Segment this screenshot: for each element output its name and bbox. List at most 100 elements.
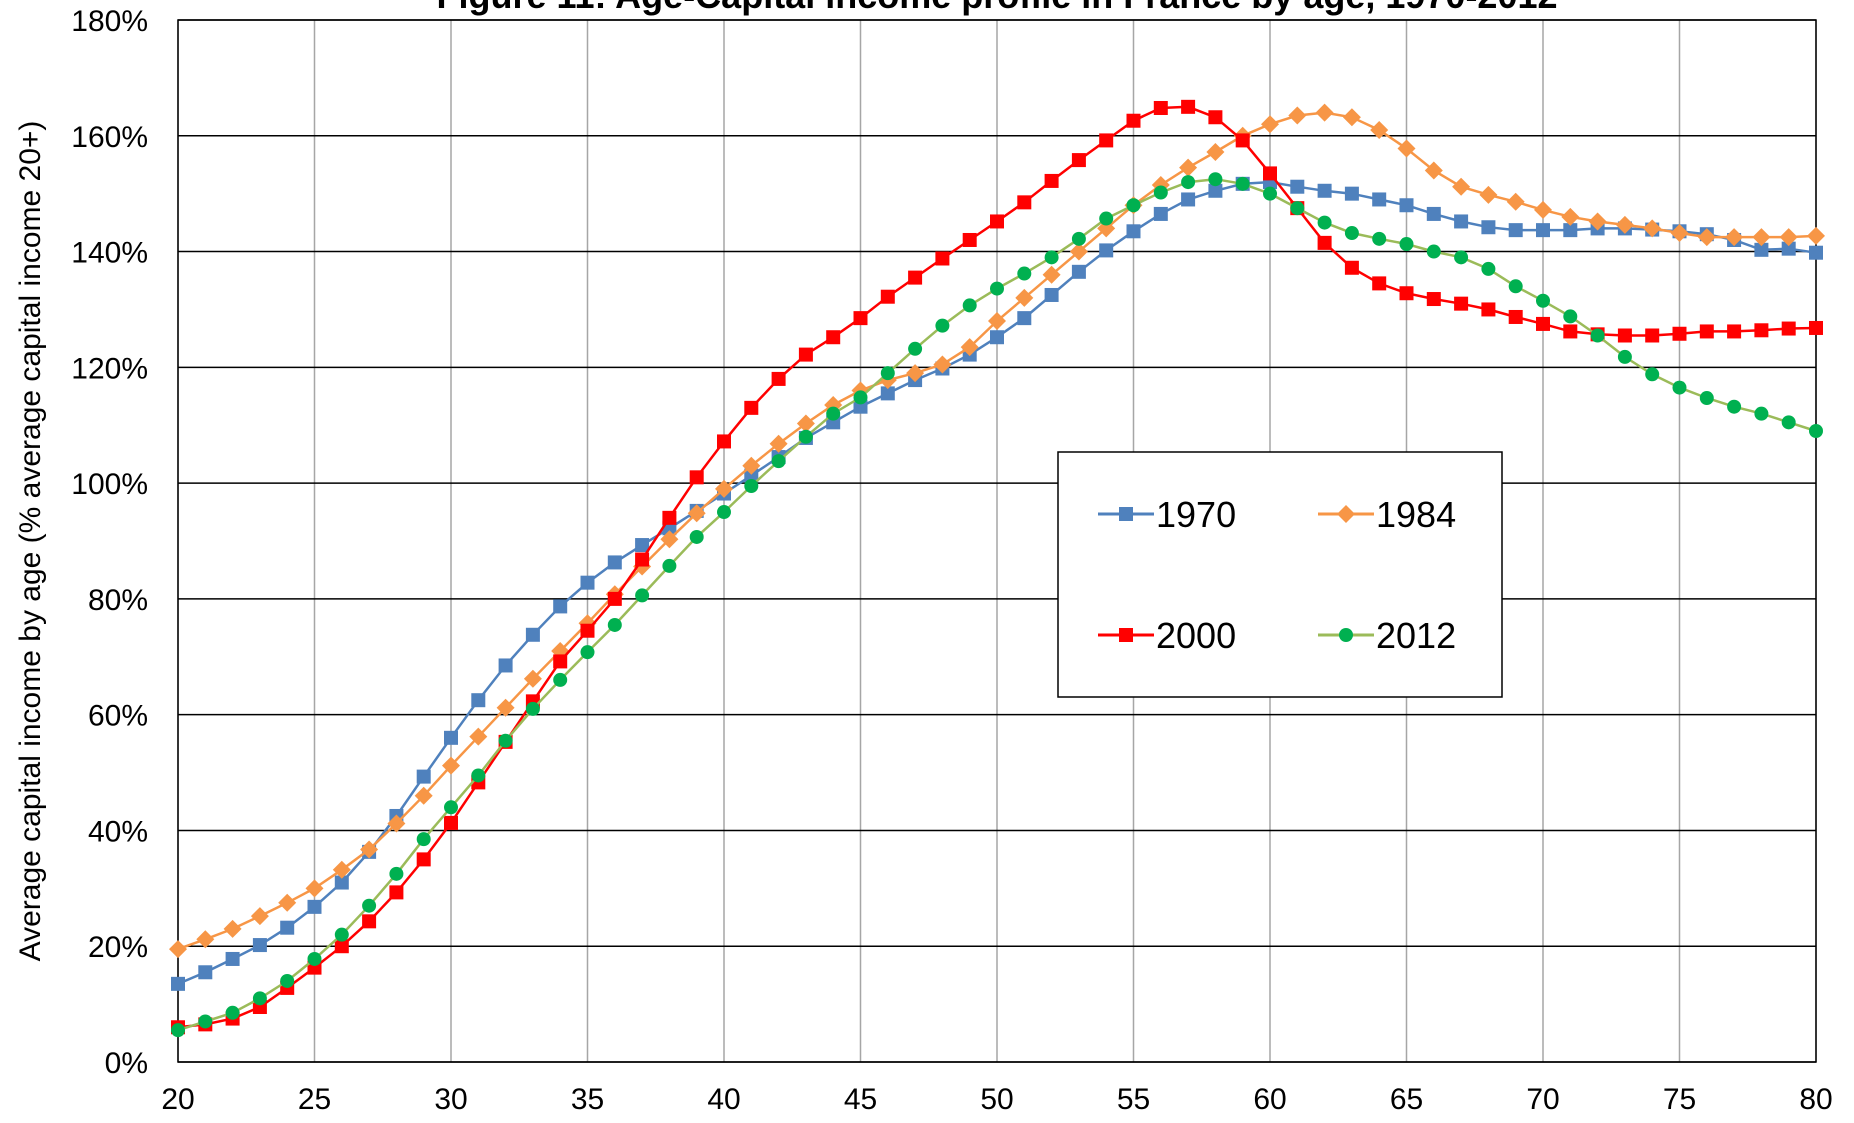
data-point-1984-57 bbox=[1179, 158, 1198, 177]
legend-marker-2012 bbox=[1339, 628, 1353, 642]
data-point-2000-74 bbox=[1645, 328, 1660, 343]
data-point-1984-20 bbox=[169, 940, 187, 959]
data-point-1984-47 bbox=[906, 364, 925, 383]
data-point-2012-56 bbox=[1153, 185, 1168, 200]
x-tick-label-11: 75 bbox=[1663, 1083, 1696, 1116]
x-tick-label-7: 55 bbox=[1117, 1083, 1150, 1116]
legend-label-1970: 1970 bbox=[1156, 494, 1236, 535]
data-point-1970-20 bbox=[171, 976, 185, 991]
data-point-2000-60 bbox=[1263, 166, 1277, 181]
data-point-1970-58 bbox=[1208, 183, 1223, 198]
legend-marker-2000 bbox=[1119, 628, 1133, 642]
data-point-1970-25 bbox=[307, 899, 322, 914]
data-point-1984-48 bbox=[933, 355, 952, 374]
data-point-1984-58 bbox=[1206, 142, 1225, 161]
y-tick-label-8: 160% bbox=[71, 121, 148, 154]
data-point-2012-61 bbox=[1290, 201, 1305, 216]
data-point-2000-34 bbox=[553, 654, 568, 669]
data-point-2000-66 bbox=[1426, 292, 1441, 307]
data-point-2012-41 bbox=[744, 479, 759, 494]
data-point-2012-35 bbox=[580, 645, 595, 660]
legend: 1970 1984 2000 2012 bbox=[1057, 451, 1503, 698]
data-point-1970-22 bbox=[225, 951, 240, 966]
data-point-2000-64 bbox=[1372, 276, 1387, 291]
data-point-1984-64 bbox=[1370, 120, 1389, 139]
data-point-2000-35 bbox=[580, 623, 595, 638]
data-point-1984-68 bbox=[1479, 185, 1498, 204]
data-point-2012-49 bbox=[962, 298, 977, 313]
data-point-2000-62 bbox=[1317, 235, 1332, 250]
data-point-2000-78 bbox=[1754, 323, 1769, 338]
data-point-2012-21 bbox=[198, 1014, 213, 1029]
data-point-1970-56 bbox=[1153, 206, 1168, 221]
data-point-2000-71 bbox=[1563, 324, 1578, 339]
data-point-1984-27 bbox=[360, 840, 379, 859]
x-tick-label-8: 60 bbox=[1253, 1083, 1286, 1116]
x-tick-label-4: 40 bbox=[707, 1083, 740, 1116]
data-point-1984-51 bbox=[1015, 288, 1034, 307]
data-point-1984-70 bbox=[1534, 200, 1552, 219]
data-point-1984-61 bbox=[1288, 106, 1307, 125]
data-point-2012-74 bbox=[1645, 367, 1660, 382]
data-point-2012-73 bbox=[1617, 349, 1632, 364]
x-tick-label-6: 50 bbox=[980, 1083, 1013, 1116]
data-point-1970-55 bbox=[1126, 224, 1141, 239]
data-point-1970-32 bbox=[498, 658, 513, 673]
data-point-2012-72 bbox=[1590, 328, 1605, 343]
data-point-2000-56 bbox=[1153, 100, 1168, 115]
data-point-1984-24 bbox=[278, 893, 297, 912]
data-point-1970-71 bbox=[1563, 223, 1578, 238]
data-point-1970-80 bbox=[1809, 245, 1823, 260]
data-point-2012-66 bbox=[1426, 244, 1441, 259]
plot-area-frame bbox=[177, 19, 1817, 1063]
data-point-1970-51 bbox=[1017, 311, 1032, 326]
data-point-1984-43 bbox=[796, 414, 815, 433]
data-point-1984-49 bbox=[960, 338, 979, 357]
data-point-2000-48 bbox=[935, 251, 950, 266]
data-point-2012-24 bbox=[280, 973, 295, 988]
data-point-1970-57 bbox=[1181, 192, 1196, 207]
data-point-1984-31 bbox=[469, 727, 488, 746]
data-point-2000-40 bbox=[717, 434, 731, 449]
data-point-2012-51 bbox=[1017, 266, 1032, 281]
data-point-2000-55 bbox=[1126, 113, 1141, 128]
x-tick-label-9: 65 bbox=[1390, 1083, 1423, 1116]
data-point-1984-77 bbox=[1725, 228, 1744, 247]
data-point-1984-69 bbox=[1506, 192, 1525, 211]
data-point-1970-78 bbox=[1754, 242, 1769, 257]
data-point-2000-67 bbox=[1454, 296, 1469, 311]
data-point-2012-44 bbox=[826, 406, 841, 421]
data-point-2000-77 bbox=[1727, 324, 1742, 339]
data-point-2012-25 bbox=[307, 951, 322, 966]
data-point-2000-59 bbox=[1235, 133, 1250, 148]
data-point-1970-69 bbox=[1508, 223, 1523, 238]
data-point-2012-31 bbox=[471, 768, 486, 783]
data-point-2012-78 bbox=[1754, 406, 1769, 421]
data-point-1984-23 bbox=[250, 907, 269, 926]
y-tick-label-4: 80% bbox=[88, 584, 148, 617]
data-point-2012-45 bbox=[853, 390, 868, 405]
data-point-2012-55 bbox=[1126, 198, 1141, 213]
y-axis-label: Average capital income by age (% average… bbox=[14, 121, 47, 962]
data-point-1984-30 bbox=[442, 756, 460, 775]
data-point-2000-30 bbox=[444, 815, 458, 830]
data-point-2012-33 bbox=[525, 701, 540, 716]
x-tick-label-3: 35 bbox=[571, 1083, 604, 1116]
data-point-1970-65 bbox=[1399, 198, 1414, 213]
data-point-2012-36 bbox=[607, 617, 622, 632]
data-point-1984-28 bbox=[387, 814, 406, 833]
data-point-1970-63 bbox=[1344, 186, 1359, 201]
x-tick-label-10: 70 bbox=[1526, 1083, 1559, 1116]
data-point-1970-30 bbox=[444, 730, 458, 745]
data-point-1984-75 bbox=[1670, 224, 1689, 243]
data-point-1984-60 bbox=[1261, 115, 1279, 134]
data-point-2000-45 bbox=[853, 311, 868, 326]
data-point-2000-46 bbox=[880, 289, 895, 304]
data-point-1984-71 bbox=[1561, 207, 1580, 226]
data-point-2012-63 bbox=[1344, 226, 1359, 241]
data-point-2000-44 bbox=[826, 330, 841, 345]
data-point-1970-41 bbox=[744, 468, 759, 483]
data-point-1970-37 bbox=[635, 538, 650, 553]
data-point-1970-62 bbox=[1317, 183, 1332, 198]
legend-label-1984: 1984 bbox=[1376, 494, 1456, 535]
